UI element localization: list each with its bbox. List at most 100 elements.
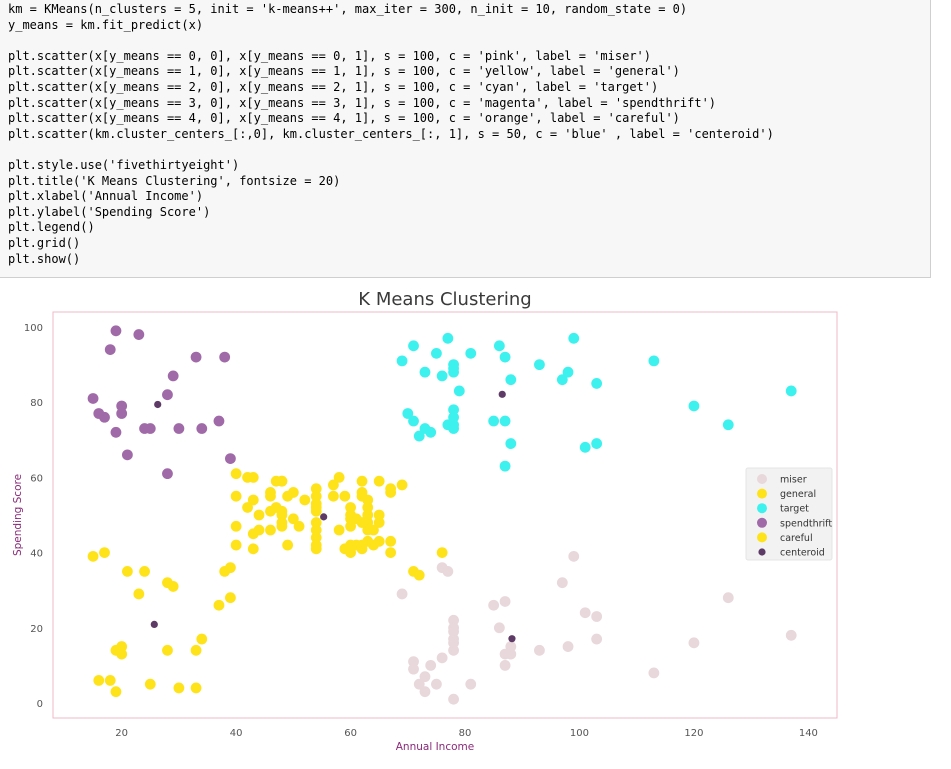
point-target bbox=[534, 359, 545, 371]
point-general bbox=[373, 475, 385, 487]
point-general bbox=[287, 487, 299, 498]
centroid-point bbox=[508, 635, 516, 643]
point-spendthrift bbox=[190, 351, 202, 363]
x-tick-label: 40 bbox=[230, 728, 243, 739]
point-miser bbox=[568, 550, 580, 562]
point-miser bbox=[448, 644, 459, 656]
point-miser bbox=[579, 607, 591, 619]
point-miser bbox=[396, 588, 408, 600]
code-line: plt.scatter(x[y_means == 4, 0], x[y_mean… bbox=[8, 111, 680, 126]
point-general bbox=[362, 517, 374, 528]
point-general bbox=[356, 475, 368, 487]
point-miser bbox=[556, 577, 568, 589]
code-cell[interactable]: km = KMeans(n_clusters = 5, init = 'k-me… bbox=[0, 0, 931, 278]
point-miser bbox=[436, 652, 448, 664]
code-line: plt.title('K Means Clustering', fontsize… bbox=[8, 173, 341, 188]
point-general bbox=[230, 468, 242, 480]
point-general bbox=[339, 490, 351, 502]
code-line bbox=[8, 142, 923, 158]
code-line: plt.grid() bbox=[8, 235, 81, 250]
point-target bbox=[488, 415, 500, 427]
point-target bbox=[648, 355, 660, 367]
x-axis-label: Annual Income bbox=[396, 741, 474, 753]
point-general bbox=[396, 479, 408, 491]
legend-label: general bbox=[780, 489, 816, 500]
point-general bbox=[225, 592, 236, 604]
centroid-point bbox=[150, 620, 158, 628]
point-general bbox=[110, 686, 122, 698]
point-general bbox=[310, 517, 322, 528]
point-target bbox=[425, 426, 437, 438]
y-tick-label: 100 bbox=[24, 323, 43, 334]
point-general bbox=[104, 675, 116, 686]
point-miser bbox=[499, 596, 511, 607]
point-spendthrift bbox=[225, 453, 236, 465]
point-general bbox=[230, 539, 242, 551]
point-miser bbox=[688, 637, 700, 649]
point-general bbox=[276, 475, 288, 487]
point-general bbox=[310, 505, 322, 517]
x-tick-label: 20 bbox=[115, 728, 128, 739]
point-target bbox=[431, 347, 442, 359]
point-target bbox=[465, 347, 477, 359]
point-miser bbox=[493, 622, 505, 634]
code-line: plt.xlabel('Annual Income') bbox=[8, 189, 204, 204]
legend-marker bbox=[757, 532, 767, 543]
point-general bbox=[276, 509, 288, 521]
point-target bbox=[722, 419, 734, 431]
point-target bbox=[413, 430, 425, 442]
point-spendthrift bbox=[162, 468, 173, 480]
point-general bbox=[121, 565, 133, 577]
centroid-point bbox=[320, 513, 328, 521]
point-general bbox=[293, 520, 305, 532]
code-line: plt.scatter(x[y_means == 2, 0], x[y_mean… bbox=[8, 79, 659, 94]
point-spendthrift bbox=[144, 423, 156, 434]
x-tick-label: 140 bbox=[799, 728, 818, 739]
point-general bbox=[282, 539, 294, 551]
point-spendthrift bbox=[133, 329, 145, 340]
x-tick-label: 80 bbox=[459, 728, 472, 739]
point-general bbox=[373, 535, 385, 547]
legend-label: miser bbox=[780, 475, 807, 486]
point-general bbox=[133, 588, 145, 600]
point-spendthrift bbox=[173, 423, 185, 434]
point-general bbox=[385, 487, 397, 498]
point-spendthrift bbox=[121, 449, 133, 461]
point-general bbox=[362, 494, 374, 506]
point-target bbox=[448, 362, 459, 374]
point-general bbox=[253, 524, 265, 536]
point-general bbox=[276, 520, 288, 532]
point-target bbox=[408, 415, 419, 427]
point-miser bbox=[442, 565, 454, 577]
legend-marker bbox=[757, 503, 767, 514]
point-target bbox=[499, 351, 511, 363]
point-miser bbox=[425, 659, 437, 671]
point-general bbox=[373, 517, 385, 528]
point-general bbox=[310, 524, 322, 536]
point-general bbox=[310, 490, 322, 502]
x-tick-label: 60 bbox=[344, 728, 357, 739]
code-line: plt.ylabel('Spending Score') bbox=[8, 204, 211, 219]
point-general bbox=[362, 509, 374, 521]
point-target bbox=[396, 355, 408, 367]
point-general bbox=[116, 641, 128, 652]
code-editor[interactable]: km = KMeans(n_clusters = 5, init = 'k-me… bbox=[8, 2, 923, 267]
point-general bbox=[436, 547, 448, 558]
point-general bbox=[87, 550, 99, 562]
point-general bbox=[310, 543, 322, 555]
code-line: plt.scatter(km.cluster_centers_[:,0], km… bbox=[8, 126, 774, 141]
point-spendthrift bbox=[167, 370, 179, 382]
point-general bbox=[190, 644, 202, 656]
point-general bbox=[345, 547, 356, 558]
point-general bbox=[242, 502, 253, 513]
point-general bbox=[345, 520, 356, 532]
point-spendthrift bbox=[110, 325, 122, 337]
point-target bbox=[499, 460, 511, 472]
point-miser bbox=[465, 678, 477, 690]
point-target bbox=[505, 438, 517, 449]
point-general bbox=[225, 562, 236, 574]
point-miser bbox=[785, 629, 797, 641]
point-general bbox=[190, 682, 202, 694]
y-tick-label: 80 bbox=[30, 398, 43, 409]
point-target bbox=[591, 438, 603, 449]
